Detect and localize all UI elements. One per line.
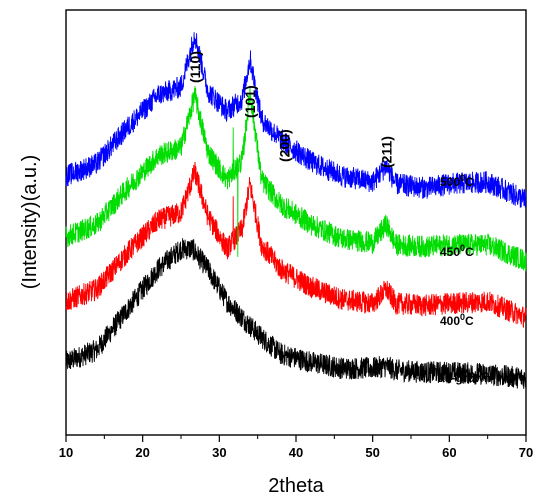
series-400C (65, 161, 527, 328)
x-axis-title: 2theta (268, 475, 324, 497)
series-group (65, 32, 527, 389)
x-tick-label: 10 (59, 445, 73, 460)
series-as-grown (65, 238, 527, 389)
series-450C (65, 85, 527, 272)
peak-label: (211) (378, 136, 394, 168)
series-500C (65, 32, 527, 208)
x-tick-label: 70 (519, 445, 533, 460)
series-label: 5000C (440, 173, 474, 189)
peak-label: (110) (187, 51, 203, 83)
peak-annotations: (110) (101) (200) (211) (187, 51, 395, 168)
y-axis-title: (Intensity)(a.u.) (19, 155, 41, 289)
x-tick-label: 50 (365, 445, 379, 460)
series-labels: 5000C 4500C 4000C as-grown (438, 173, 491, 385)
x-tick-label: 20 (135, 445, 149, 460)
x-tick-label: 40 (289, 445, 303, 460)
peak-label: (200) (277, 129, 293, 162)
series-label: 4500C (440, 243, 474, 259)
x-tick-label: 30 (212, 445, 226, 460)
x-axis: 10 20 30 40 50 60 70 (59, 435, 533, 460)
series-label: 4000C (440, 312, 474, 328)
x-tick-label: 60 (442, 445, 456, 460)
series-label: as-grown (438, 371, 491, 385)
peak-label: (101) (242, 85, 258, 118)
